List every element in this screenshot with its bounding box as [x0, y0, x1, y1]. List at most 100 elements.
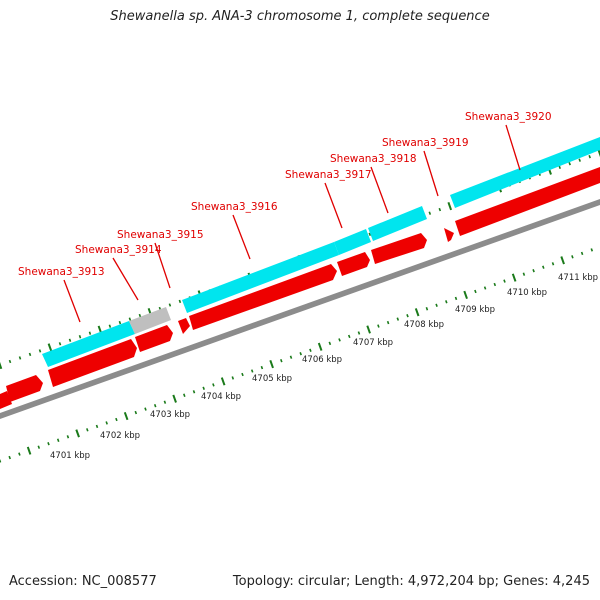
minor-tick: [425, 307, 429, 311]
minor-tick: [128, 317, 132, 321]
minor-tick: [558, 165, 561, 169]
minor-tick: [18, 356, 22, 360]
minor-tick: [134, 410, 138, 415]
minor-tick: [357, 331, 361, 335]
minor-tick: [58, 342, 62, 346]
minor-tick: [568, 162, 571, 166]
minor-tick: [580, 251, 584, 256]
cds-reverse[interactable]: [6, 375, 43, 402]
minor-tick: [56, 438, 60, 442]
minor-tick: [406, 314, 409, 318]
major-tick: [560, 256, 565, 265]
cds-reverse[interactable]: [48, 339, 137, 387]
minor-tick: [428, 211, 432, 215]
cds-reverse[interactable]: [189, 264, 337, 330]
minor-tick: [396, 317, 400, 321]
gene-leader-line: [324, 182, 343, 229]
minor-tick: [47, 442, 50, 446]
gene-label[interactable]: Shewana3_3914: [75, 244, 162, 256]
cds-forward[interactable]: [334, 229, 371, 255]
minor-tick: [368, 232, 372, 237]
minor-tick: [0, 459, 2, 463]
major-tick: [0, 361, 3, 370]
kbp-label: 4708 kbp: [404, 320, 444, 330]
minor-tick: [183, 393, 186, 397]
major-tick: [47, 343, 53, 352]
minor-tick: [38, 349, 42, 353]
minor-tick: [163, 400, 167, 404]
kbp-label: 4702 kbp: [100, 431, 140, 441]
backbone: [0, 199, 600, 419]
major-tick: [463, 290, 468, 300]
cds-forward[interactable]: [182, 242, 339, 313]
pseudogene[interactable]: [129, 307, 171, 334]
kbp-labels: 4701 kbp 4702 kbp 4703 kbp 4704 kbp 4705 kbp…: [50, 273, 598, 461]
gene-label[interactable]: Shewana3_3915: [117, 229, 204, 241]
cds-reverse[interactable]: [178, 318, 190, 334]
minor-tick: [551, 262, 555, 266]
cds-reverse[interactable]: [0, 391, 12, 409]
major-tick: [269, 359, 274, 369]
kbp-label: 4705 kbp: [252, 374, 292, 384]
gene-label[interactable]: Shewana3_3916: [191, 201, 278, 213]
minor-tick: [503, 279, 506, 283]
major-tick: [414, 308, 420, 317]
gene-label[interactable]: Shewana3_3920: [465, 111, 552, 123]
kbp-label: 4707 kbp: [353, 338, 393, 348]
minor-tick: [483, 286, 487, 290]
kbp-label: 4709 kbp: [455, 305, 495, 315]
gene-leader-line: [63, 279, 81, 323]
major-tick: [447, 201, 453, 211]
major-tick: [511, 273, 517, 282]
gene-label[interactable]: Shewana3_3917: [285, 169, 372, 181]
gene-leader-line: [370, 166, 389, 214]
minor-tick: [571, 255, 574, 259]
gene-label[interactable]: Shewana3_3919: [382, 137, 469, 149]
minor-tick: [18, 452, 21, 456]
gene-leader-line: [154, 242, 171, 289]
minor-tick: [231, 376, 235, 380]
minor-tick: [153, 403, 157, 408]
minor-tick: [212, 383, 215, 387]
minor-tick: [328, 341, 332, 346]
cds-reverse[interactable]: [371, 233, 427, 264]
minor-tick: [250, 369, 254, 373]
minor-tick: [88, 331, 92, 335]
gene-labels: Shewana3_3913 Shewana3_3914 Shewana3_3915 S…: [18, 111, 552, 323]
gene-leader-line: [232, 214, 251, 260]
minor-tick: [289, 355, 293, 359]
gene-label[interactable]: Shewana3_3913: [18, 266, 105, 278]
minor-tick: [280, 358, 283, 363]
minor-tick: [590, 248, 594, 252]
cds-forward[interactable]: [368, 206, 427, 241]
minor-tick: [144, 407, 147, 411]
major-tick: [317, 342, 323, 351]
cds-forward[interactable]: [42, 321, 135, 367]
minor-tick: [78, 335, 82, 339]
minor-tick: [435, 303, 438, 307]
gene-leader-line: [505, 124, 521, 171]
minor-tick: [241, 372, 244, 377]
cds-reverse[interactable]: [337, 252, 370, 276]
gene-label[interactable]: Shewana3_3918: [330, 153, 417, 165]
minor-tick: [347, 334, 351, 339]
cds-forward[interactable]: [450, 137, 600, 208]
major-tick: [26, 446, 32, 455]
accession-text: Accession: NC_008577: [9, 574, 157, 589]
cds-reverse[interactable]: [135, 325, 173, 352]
minor-tick: [192, 390, 196, 394]
minor-tick: [299, 352, 302, 356]
kbp-label: 4706 kbp: [302, 355, 342, 365]
reverse-strand-track: [0, 167, 600, 409]
minor-tick: [309, 348, 312, 352]
minor-tick: [377, 324, 380, 328]
minor-tick: [28, 352, 32, 357]
minor-tick: [588, 154, 591, 159]
minor-tick: [474, 289, 477, 294]
minor-tick: [493, 282, 497, 287]
cds-reverse[interactable]: [455, 167, 600, 236]
minor-tick: [95, 424, 99, 429]
cds-reverse[interactable]: [444, 228, 454, 242]
major-tick: [172, 394, 177, 403]
